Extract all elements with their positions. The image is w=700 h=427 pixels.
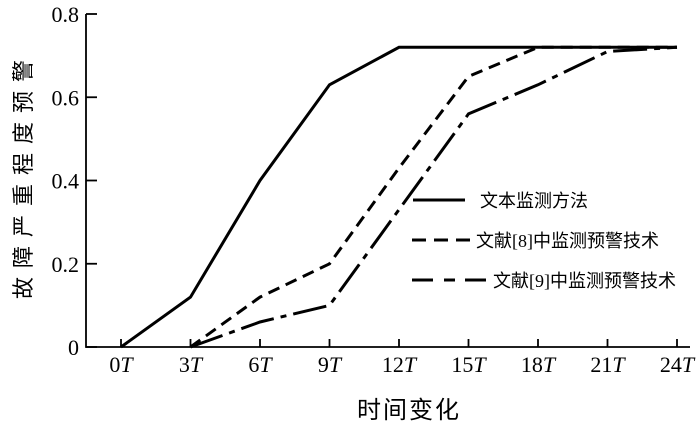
dash-dot-line-swatch-icon xyxy=(412,278,487,282)
x-tick-label: 3T xyxy=(179,352,204,377)
y-tick-label: 0 xyxy=(68,335,79,360)
y-axis-title: 故障严重程度预警 xyxy=(11,50,36,300)
series-line-solid xyxy=(120,45,677,349)
y-tick-label: 0.4 xyxy=(52,169,80,194)
series-line-dashed xyxy=(189,45,677,349)
legend-label: 文献[9]中监测预警技术 xyxy=(493,271,676,291)
x-axis-title: 时间变化 xyxy=(357,398,461,424)
legend-item: 文本监测方法 xyxy=(412,180,676,220)
legend-item: 文献[8]中监测预警技术 xyxy=(412,220,676,260)
x-tick-label: 15T xyxy=(451,352,487,377)
y-tick-label: 0.6 xyxy=(52,85,80,110)
x-tick-label: 0T xyxy=(109,352,134,377)
legend-label: 文本监测方法 xyxy=(480,191,588,211)
legend-item: 文献[9]中监测预警技术 xyxy=(412,260,676,300)
legend-label: 文献[8]中监测预警技术 xyxy=(476,231,659,251)
x-tick-label: 12T xyxy=(382,352,418,377)
x-tick-label: 21T xyxy=(590,352,626,377)
dashed-line-swatch-icon xyxy=(412,238,470,242)
x-tick-label: 24T xyxy=(660,352,696,377)
x-tick-label: 6T xyxy=(248,352,273,377)
solid-line-swatch-icon xyxy=(413,198,465,202)
y-tick-label: 0.2 xyxy=(52,252,80,277)
x-tick-label: 18T xyxy=(521,352,557,377)
x-tick-label: 9T xyxy=(318,352,343,377)
y-tick-label: 0.8 xyxy=(52,2,80,27)
legend: 文本监测方法 文献[8]中监测预警技术 文献[9]中监测预警技术 xyxy=(412,180,676,300)
series-line-dash-dot xyxy=(189,45,678,349)
